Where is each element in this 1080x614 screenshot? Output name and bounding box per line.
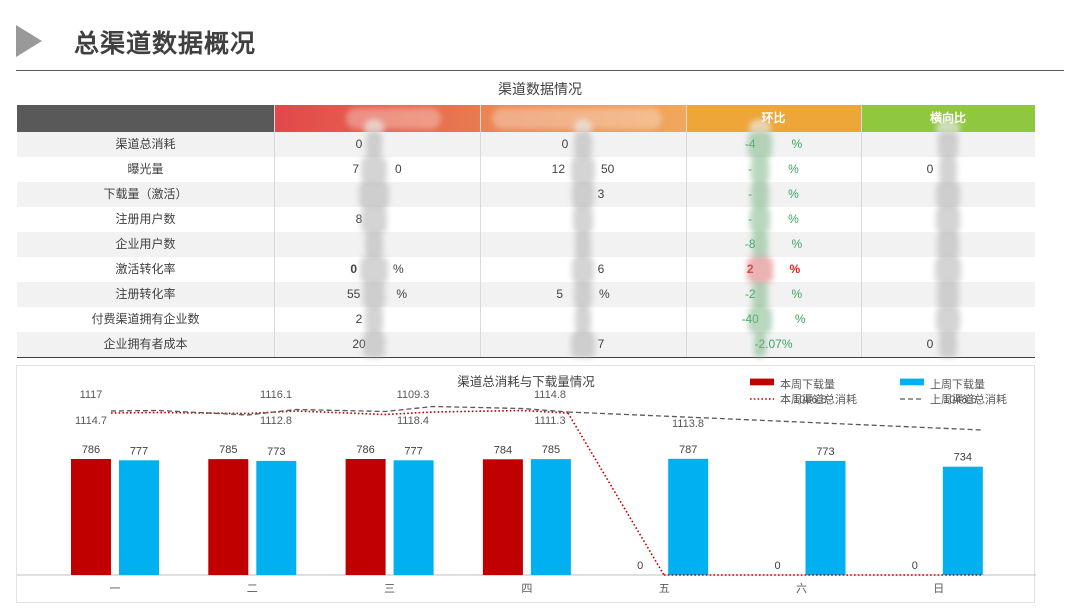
svg-text:786: 786 — [356, 444, 374, 456]
svg-text:0: 0 — [912, 560, 918, 572]
svg-text:1112.8: 1112.8 — [260, 415, 292, 427]
svg-text:1117: 1117 — [80, 389, 103, 401]
svg-text:1116.1: 1116.1 — [260, 389, 292, 401]
svg-text:1113.8: 1113.8 — [672, 418, 704, 430]
svg-text:上周渠道总消耗: 上周渠道总消耗 — [930, 392, 1007, 406]
svg-text:本周渠道总消耗: 本周渠道总消耗 — [780, 392, 857, 406]
svg-text:五: 五 — [659, 583, 670, 595]
svg-text:0: 0 — [637, 560, 643, 572]
svg-text:1109.3: 1109.3 — [397, 389, 430, 401]
svg-text:1111.3: 1111.3 — [534, 415, 565, 427]
svg-text:1114.7: 1114.7 — [75, 415, 107, 427]
svg-text:785: 785 — [542, 444, 560, 456]
svg-text:一: 一 — [110, 583, 121, 595]
svg-text:786: 786 — [82, 444, 100, 456]
svg-text:785: 785 — [219, 444, 237, 456]
svg-text:784: 784 — [494, 444, 512, 456]
svg-text:四: 四 — [521, 583, 532, 595]
svg-text:本周下载量: 本周下载量 — [780, 377, 835, 391]
svg-text:777: 777 — [404, 445, 422, 457]
svg-text:734: 734 — [954, 452, 972, 464]
svg-text:二: 二 — [247, 583, 258, 595]
svg-text:日: 日 — [933, 583, 944, 595]
svg-text:0: 0 — [774, 560, 780, 572]
svg-text:六: 六 — [796, 582, 807, 595]
svg-text:773: 773 — [816, 446, 834, 458]
svg-text:1118.4: 1118.4 — [397, 415, 429, 427]
svg-text:渠道总消耗与下载量情况: 渠道总消耗与下载量情况 — [457, 375, 595, 389]
svg-text:773: 773 — [267, 446, 285, 458]
svg-text:1114.8: 1114.8 — [534, 389, 566, 401]
svg-text:777: 777 — [130, 445, 148, 457]
svg-text:上周下载量: 上周下载量 — [930, 378, 985, 391]
svg-text:三: 三 — [384, 583, 395, 595]
svg-text:787: 787 — [679, 444, 697, 456]
